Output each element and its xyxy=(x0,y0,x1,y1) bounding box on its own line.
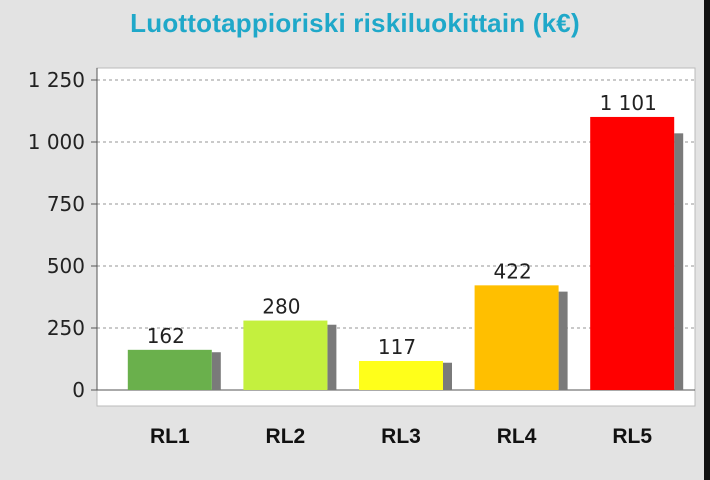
data-label: 422 xyxy=(494,259,532,283)
right-edge-strip xyxy=(704,0,710,480)
data-label: 280 xyxy=(262,295,300,319)
x-tick-label: RL4 xyxy=(497,425,537,448)
y-tick-label: 500 xyxy=(47,254,85,278)
y-tick-label: 750 xyxy=(47,192,85,216)
y-tick-label: 1 250 xyxy=(28,68,85,92)
bar-rl1 xyxy=(127,349,212,390)
bar-rl2 xyxy=(243,320,328,390)
data-label: 117 xyxy=(378,335,416,359)
data-label: 1 101 xyxy=(600,91,657,115)
chart-title: Luottotappioriski riskiluokittain (k€) xyxy=(130,8,580,38)
x-tick-label: RL1 xyxy=(150,425,190,448)
bar-shadow xyxy=(211,352,221,390)
y-tick-label: 1 000 xyxy=(28,130,85,154)
bar-rl4 xyxy=(474,285,559,390)
bar-shadow xyxy=(558,291,568,390)
bar-rl3 xyxy=(359,360,443,390)
x-tick-label: RL3 xyxy=(381,425,421,448)
x-axis: RL1 RL2 RL3 RL4 RL5 xyxy=(150,425,652,448)
bar-shadow xyxy=(443,362,452,390)
data-label: 162 xyxy=(147,324,185,348)
y-tick-label: 0 xyxy=(72,378,85,402)
y-axis: 0 250 500 750 1 000 1 250 xyxy=(28,68,695,402)
bars: 162 280 117 422 1 101 xyxy=(127,91,684,391)
bar-rl5 xyxy=(590,116,675,391)
y-tick-label: 250 xyxy=(47,316,85,340)
x-tick-label: RL5 xyxy=(612,425,652,448)
x-tick-label: RL2 xyxy=(266,425,306,448)
bar-shadow xyxy=(674,133,684,390)
bar-shadow xyxy=(327,324,337,390)
